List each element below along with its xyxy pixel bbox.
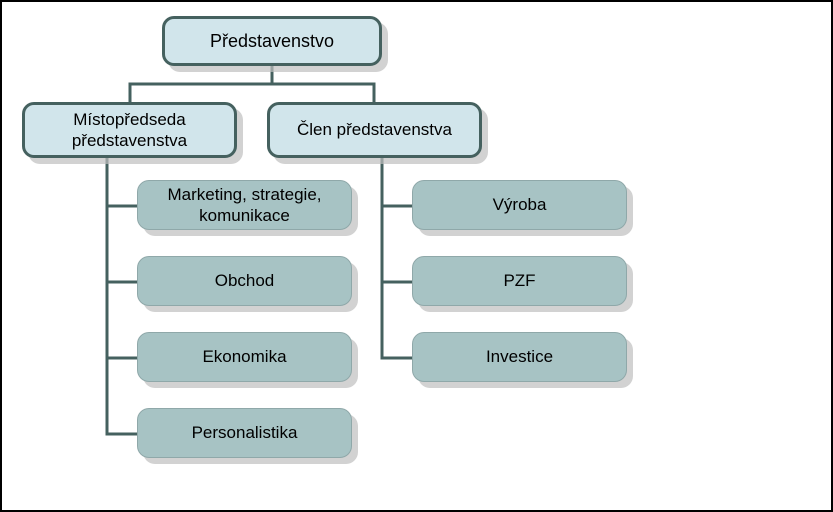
org-node-label: Obchod [215,270,275,291]
org-node-label: Výroba [493,194,547,215]
org-node-pzf: PZF [412,256,627,306]
org-node-ekon: Ekonomika [137,332,352,382]
org-node-invest: Investice [412,332,627,382]
org-node-label: Představenstvo [210,30,334,53]
org-node-pers: Personalistika [137,408,352,458]
org-node-vice: Místopředseda představenstva [22,102,237,158]
org-node-label: PZF [503,270,535,291]
org-node-vyroba: Výroba [412,180,627,230]
org-node-member: Člen představenstva [267,102,482,158]
org-chart-frame: Představenstvo Místopředseda představenst… [0,0,833,512]
org-node-label: Personalistika [192,422,298,443]
org-node-label: Člen představenstva [297,119,452,140]
org-node-label: Marketing, strategie, komunikace [146,184,343,227]
org-node-obchod: Obchod [137,256,352,306]
org-node-mkt: Marketing, strategie, komunikace [137,180,352,230]
org-node-label: Investice [486,346,553,367]
org-node-label: Místopředseda představenstva [33,109,226,152]
org-node-root: Představenstvo [162,16,382,66]
org-node-label: Ekonomika [202,346,286,367]
